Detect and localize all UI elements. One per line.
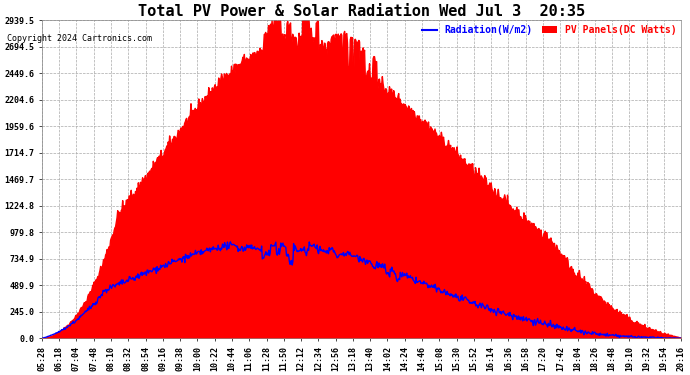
Text: Copyright 2024 Cartronics.com: Copyright 2024 Cartronics.com	[7, 34, 152, 43]
Legend: Radiation(W/m2), PV Panels(DC Watts): Radiation(W/m2), PV Panels(DC Watts)	[422, 25, 676, 35]
Title: Total PV Power & Solar Radiation Wed Jul 3  20:35: Total PV Power & Solar Radiation Wed Jul…	[138, 4, 585, 19]
